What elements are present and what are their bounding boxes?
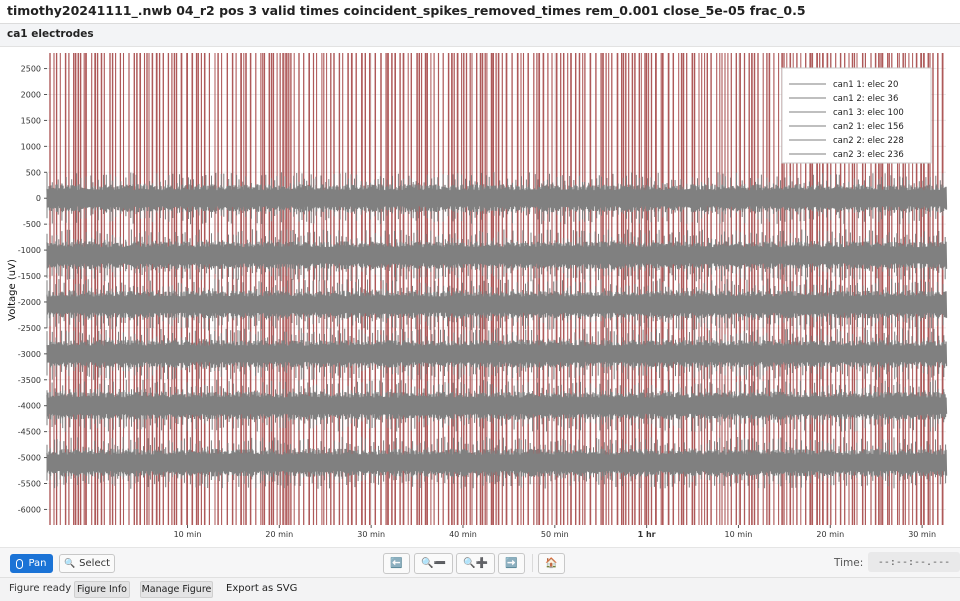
- select-button-label: Select: [79, 558, 111, 569]
- x-tick-label: 10 min: [174, 530, 202, 539]
- legend-entry: can2 2: elec 228: [833, 136, 904, 146]
- y-tick-label: 1500: [21, 116, 41, 125]
- trace-spikes: [46, 379, 945, 432]
- y-tick-label: -1500: [18, 272, 41, 281]
- manage-figure-label: Manage Figure: [141, 584, 212, 595]
- legend-entry: can2 3: elec 236: [833, 150, 904, 160]
- pan-button-label: Pan: [28, 558, 47, 569]
- zoom-in-icon: 🔍➕: [463, 558, 488, 569]
- pan-button[interactable]: Pan: [10, 554, 53, 573]
- window-title-bar: timothy20241111_.nwb 04_r2 pos 3 valid t…: [0, 0, 960, 22]
- y-tick-label: -3500: [18, 376, 41, 385]
- trace-line: [46, 339, 948, 368]
- y-tick-label: -2500: [18, 324, 41, 333]
- y-tick-label: -5500: [18, 480, 41, 489]
- trace-line: [46, 391, 948, 420]
- toolbar-divider: [532, 554, 533, 572]
- y-tick-label: -500: [23, 220, 41, 229]
- x-tick-label: 20 min: [816, 530, 844, 539]
- y-tick-label: 2000: [21, 90, 41, 99]
- y-tick-label: -4000: [18, 402, 41, 411]
- x-tick-label: 1 hr: [638, 530, 656, 539]
- pan-right-button[interactable]: ➡️: [498, 553, 525, 574]
- select-button[interactable]: 🔍 Select: [59, 554, 115, 573]
- home-icon: 🏠: [545, 558, 558, 569]
- legend-entry: can1 3: elec 100: [833, 108, 904, 118]
- y-tick-label: 500: [26, 168, 41, 177]
- trace-spikes: [46, 327, 945, 380]
- y-tick-label: -5000: [18, 454, 41, 463]
- arrow-right-icon: ➡️: [505, 558, 518, 569]
- figure-toolbar: Pan 🔍 Select ⬅️ 🔍➖ 🔍➕ ➡️ 🏠 Time: --:--:-…: [0, 547, 960, 578]
- y-tick-label: 2500: [21, 65, 41, 74]
- y-tick-label: -3000: [18, 350, 41, 359]
- mouse-icon: [16, 558, 24, 569]
- zoom-out-icon: 🔍➖: [421, 558, 446, 569]
- trace-spikes: [46, 229, 946, 282]
- manage-figure-button[interactable]: Manage Figure: [140, 581, 213, 598]
- x-tick-label: 10 min: [725, 530, 753, 539]
- trace-line: [46, 184, 948, 213]
- status-bar: Figure ready Figure Info Manage Figure E…: [0, 577, 960, 601]
- figure-info-label: Figure Info: [76, 584, 127, 595]
- zoom-in-button[interactable]: 🔍➕: [456, 553, 495, 574]
- export-svg-link[interactable]: Export as SVG: [226, 583, 298, 594]
- y-tick-label: -2000: [18, 298, 41, 307]
- legend-entry: can1 2: elec 36: [833, 94, 898, 104]
- time-label: Time:: [834, 557, 864, 569]
- pan-left-button[interactable]: ⬅️: [383, 553, 410, 574]
- status-text: Figure ready: [9, 583, 72, 594]
- magnifier-icon: 🔍: [63, 558, 76, 569]
- x-tick-label: 40 min: [449, 530, 477, 539]
- chart-area[interactable]: 2500 2000 1500 1000 500 0 -500 -1000 -1500 -2000 -…: [0, 46, 960, 546]
- y-tick-label: -1000: [18, 246, 41, 255]
- panel-header: ca1 electrodes: [0, 23, 960, 47]
- y-tick-label: 1000: [21, 142, 41, 151]
- panel-title: ca1 electrodes: [7, 28, 94, 40]
- time-display: --:--:--.---: [868, 552, 960, 572]
- window-title: timothy20241111_.nwb 04_r2 pos 3 valid t…: [7, 3, 806, 18]
- legend-entry: can2 1: elec 156: [833, 122, 904, 132]
- y-tick-label: 0: [36, 194, 41, 203]
- trace-spikes: [46, 436, 947, 489]
- time-value: --:--:--.---: [877, 556, 951, 568]
- voltage-traces: [46, 172, 948, 489]
- trace-spikes: [46, 172, 944, 225]
- y-axis-ticks: 2500 2000 1500 1000 500 0 -500 -1000 -1500 -2000 -…: [18, 65, 47, 514]
- arrow-left-icon: ⬅️: [390, 558, 403, 569]
- x-tick-label: 30 min: [357, 530, 385, 539]
- y-tick-label: -6000: [18, 505, 41, 514]
- x-tick-label: 20 min: [265, 530, 293, 539]
- home-button[interactable]: 🏠: [538, 553, 565, 574]
- x-axis-ticks: 10 min 20 min 30 min 40 min 50 min 1 hr 10 min…: [174, 525, 936, 539]
- chart-legend: can1 1: elec 20 can1 2: elec 36 can1 3: el…: [781, 67, 932, 164]
- y-axis-label: Voltage (uV): [7, 259, 18, 321]
- trace-spikes: [46, 278, 944, 331]
- zoom-out-button[interactable]: 🔍➖: [414, 553, 453, 574]
- y-tick-label: -4500: [18, 428, 41, 437]
- voltage-chart[interactable]: 2500 2000 1500 1000 500 0 -500 -1000 -1500 -2000 -…: [0, 46, 960, 546]
- x-tick-label: 50 min: [541, 530, 569, 539]
- legend-entry: can1 1: elec 20: [833, 80, 898, 90]
- trace-line: [46, 241, 948, 270]
- figure-info-button[interactable]: Figure Info: [74, 581, 130, 598]
- x-tick-label: 30 min: [908, 530, 936, 539]
